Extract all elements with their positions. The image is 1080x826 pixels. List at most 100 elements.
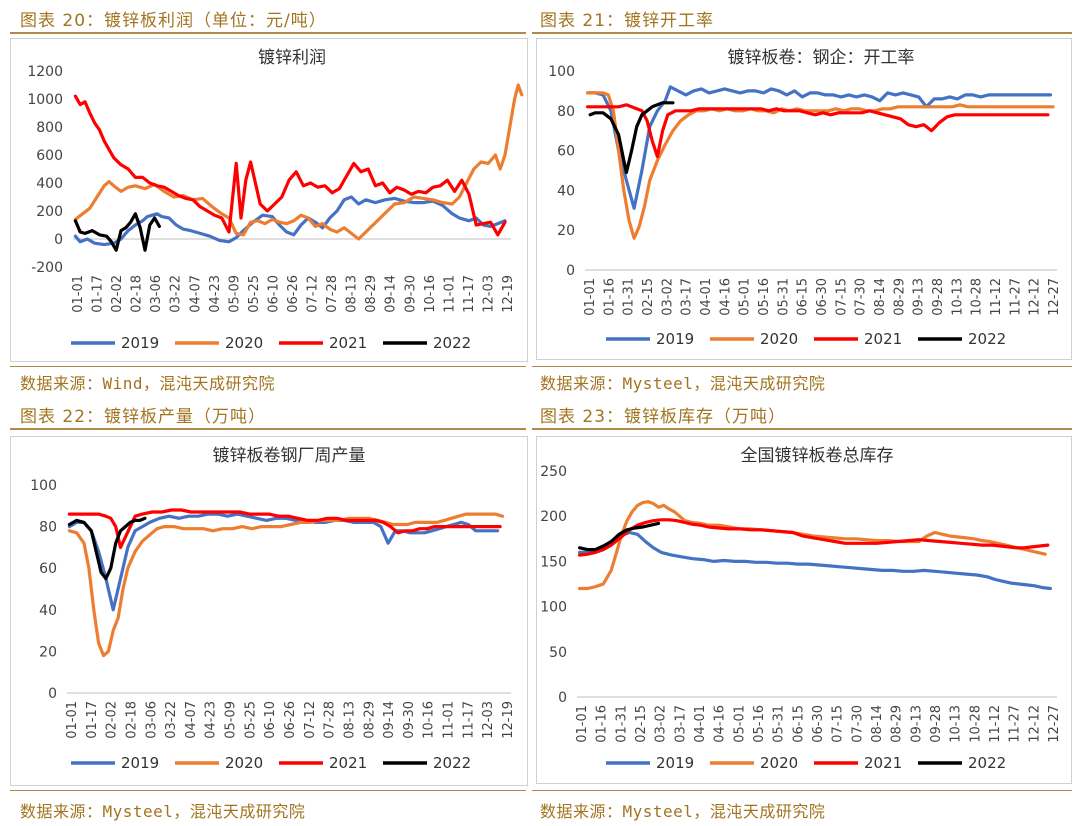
x-tick-label: 11-17 <box>461 701 476 739</box>
x-tick-label: 03-22 <box>169 275 184 313</box>
x-tick-label: 08-29 <box>890 705 905 743</box>
x-tick-label: 10-13 <box>949 705 964 743</box>
x-tick-label: 04-07 <box>184 701 199 739</box>
x-tick-label: 04-23 <box>208 275 223 313</box>
series-line-2019 <box>73 195 507 247</box>
y-tick-label: 800 <box>36 120 63 136</box>
x-tick-label: 04-16 <box>713 705 728 743</box>
series-line-2020 <box>67 512 505 658</box>
x-tick-label: 06-30 <box>811 705 826 743</box>
chart-title: 镀锌板卷：钢企：开工率 <box>728 48 915 68</box>
header-rule-22 <box>10 428 526 430</box>
x-tick-label: 03-17 <box>673 705 688 743</box>
y-tick-label: 50 <box>549 645 567 661</box>
x-tick-label: 08-29 <box>364 275 379 313</box>
x-tick-label: 12-12 <box>1028 278 1043 316</box>
series-line-2021 <box>578 518 1050 557</box>
y-tick-label: 200 <box>36 204 63 220</box>
x-tick-label: 09-14 <box>382 701 397 739</box>
y-tick-label: 1200 <box>27 64 63 80</box>
series-line-2021 <box>67 508 502 549</box>
x-tick-label: 04-23 <box>204 701 219 739</box>
source-rule-23 <box>532 790 1072 791</box>
legend-label-2022: 2022 <box>968 754 1006 772</box>
header-rule-21 <box>532 32 1072 34</box>
chart-22-svg: 镀锌板卷钢厂周产量 0 20 40 60 80 100 01-01 01-17 02-02 02-1… <box>30 446 516 772</box>
x-tick-label: 03-22 <box>164 701 179 739</box>
x-tick-label: 02-18 <box>124 701 139 739</box>
x-tick-label: 06-10 <box>263 701 278 739</box>
legend-label-2021: 2021 <box>329 334 367 352</box>
x-tick-label: 07-15 <box>831 705 846 743</box>
y-tick-label: 600 <box>36 148 63 164</box>
series-line-2020 <box>73 83 524 241</box>
header-rule-20 <box>10 32 526 34</box>
y-tick-label: 150 <box>540 554 567 570</box>
x-tick-label: 09-28 <box>931 278 946 316</box>
chart-22-header: 图表 22：镀锌板产量（万吨） <box>20 407 267 427</box>
x-tick-label: 02-02 <box>110 275 125 313</box>
chart-21-source: 数据来源：Mysteel，混沌天成研究院 <box>540 374 826 393</box>
x-tick-label: 01-17 <box>85 701 100 739</box>
x-tick-label: 07-30 <box>854 278 869 316</box>
legend-label-2019: 2019 <box>121 754 159 772</box>
x-tick-label: 10-16 <box>423 275 438 313</box>
legend-label-2021: 2021 <box>329 754 367 772</box>
legend-label-2022: 2022 <box>433 334 471 352</box>
x-tick-label: 07-12 <box>306 275 321 313</box>
x-tick-label: 09-28 <box>929 705 944 743</box>
x-tick-label: 03-17 <box>680 278 695 316</box>
x-tick-label: 04-01 <box>699 278 714 316</box>
x-tick-label: 09-13 <box>909 705 924 743</box>
x-tick-label: 06-30 <box>815 278 830 316</box>
x-tick-label: 05-01 <box>738 278 753 316</box>
chart-20-svg: 镀锌利润 -200 0 200 400 600 800 1000 1200 01-01 01-17 0… <box>27 48 524 352</box>
x-tick-label: 01-01 <box>575 705 590 743</box>
x-tick-label: 06-15 <box>796 278 811 316</box>
series-line-2020 <box>586 91 1055 240</box>
chart-23-header: 图表 23：镀锌板库存（万吨） <box>540 407 787 427</box>
x-tick-label: 02-15 <box>641 278 656 316</box>
y-tick-label: 100 <box>548 64 575 80</box>
x-tick-label: 02-02 <box>105 701 120 739</box>
y-tick-label: 0 <box>48 686 57 702</box>
x-tick-label: 05-31 <box>776 278 791 316</box>
x-tick-label: 08-14 <box>870 705 885 743</box>
legend-label-2021: 2021 <box>864 330 902 348</box>
x-tick-label: 09-14 <box>384 275 399 313</box>
chart-20-header: 图表 20：镀锌板利润（单位：元/吨） <box>20 11 327 31</box>
x-tick-label: 05-09 <box>227 275 242 313</box>
x-tick-label: 12-03 <box>481 275 496 313</box>
x-tick-label: 01-31 <box>614 705 629 743</box>
series-line-2022 <box>67 516 147 581</box>
x-tick-label: 04-01 <box>693 705 708 743</box>
x-tick-label: 05-25 <box>243 701 258 739</box>
y-tick-label: 250 <box>540 464 567 480</box>
legend-label-2020: 2020 <box>760 330 798 348</box>
x-tick-label: 12-27 <box>1047 705 1062 743</box>
source-rule-22 <box>10 790 526 791</box>
y-tick-label: 60 <box>39 561 57 577</box>
x-tick-label: 01-01 <box>583 278 598 316</box>
x-tick-label: 10-28 <box>968 705 983 743</box>
series-line-2022 <box>588 101 675 175</box>
legend-label-2019: 2019 <box>121 334 159 352</box>
y-tick-label: 1000 <box>27 92 63 108</box>
x-tick-label: 09-30 <box>402 701 417 739</box>
y-tick-label: 100 <box>540 600 567 616</box>
legend-label-2020: 2020 <box>760 754 798 772</box>
series-line-2019 <box>586 85 1053 210</box>
chart-title: 镀锌板卷钢厂周产量 <box>213 446 366 466</box>
y-tick-label: 80 <box>557 104 575 120</box>
x-tick-label: 01-01 <box>71 275 86 313</box>
y-tick-label: 0 <box>54 232 63 248</box>
legend-label-2019: 2019 <box>656 330 694 348</box>
x-tick-label: 05-09 <box>224 701 239 739</box>
chart-22-source: 数据来源：Mysteel，混沌天成研究院 <box>20 802 306 821</box>
x-tick-label: 12-12 <box>1027 705 1042 743</box>
legend-label-2020: 2020 <box>225 754 263 772</box>
x-tick-label: 11-17 <box>462 275 477 313</box>
y-tick-label: 60 <box>557 144 575 160</box>
y-tick-label: 40 <box>557 183 575 199</box>
source-rule-20 <box>10 366 526 367</box>
